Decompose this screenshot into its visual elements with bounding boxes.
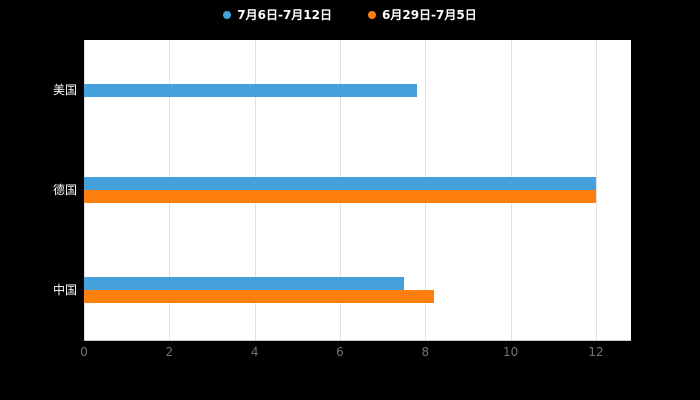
x-tick-label-12: 12: [588, 345, 604, 359]
legend-label-week-jul6-jul12: 7月6日-7月12日: [237, 8, 332, 22]
x-tick-label-2: 2: [165, 345, 174, 359]
x-tick-label-4: 4: [250, 345, 259, 359]
bar-德国-6月29日-7月5日: [84, 190, 596, 203]
legend-item-week-jul6-jul12[interactable]: 7月6日-7月12日: [223, 6, 332, 23]
category-label-德国: 德国: [52, 183, 77, 197]
x-tick-label-6: 6: [336, 345, 344, 359]
gridline-x-12: [596, 40, 597, 340]
x-tick-label-8: 8: [421, 345, 430, 359]
category-label-美国: 美国: [52, 83, 77, 97]
category-label-中国: 中国: [52, 283, 77, 297]
x-tick-label-0: 0: [80, 345, 88, 359]
legend-dot-orange-icon: [368, 10, 376, 19]
legend-item-week-jun29-jul5[interactable]: 6月29日-7月5日: [368, 6, 477, 23]
plot-area: [84, 40, 631, 341]
bar-中国-6月29日-7月5日: [84, 290, 434, 303]
bar-德国-7月6日-7月12日: [84, 177, 596, 190]
bar-中国-7月6日-7月12日: [84, 277, 404, 290]
x-tick-label-10: 10: [503, 345, 519, 359]
legend: 7月6日-7月12日 6月29日-7月5日: [0, 6, 700, 23]
bar-美国-7月6日-7月12日: [84, 83, 417, 97]
legend-dot-blue-icon: [223, 10, 232, 19]
legend-label-week-jun29-jul5: 6月29日-7月5日: [382, 8, 477, 22]
